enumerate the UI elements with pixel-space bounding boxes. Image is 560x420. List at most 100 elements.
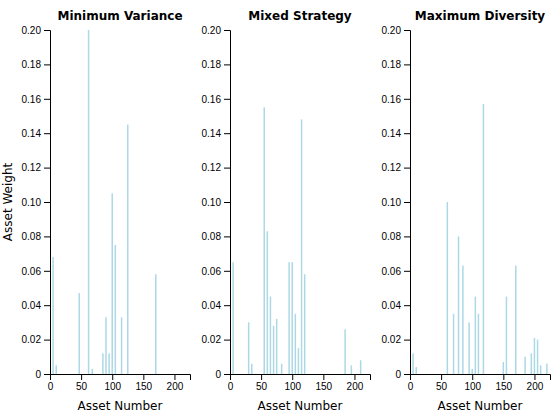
chart-root: 0 50 100 150 200 0 0.02 0.04 0.06 0.08 0.10 0.12 0.1… xyxy=(0,0,560,420)
tick-label: 0.12 xyxy=(382,162,402,173)
y-tick: 0.02 xyxy=(382,334,410,345)
bar xyxy=(537,340,539,374)
y-tick: 0.06 xyxy=(382,266,410,277)
tick-label: 200 xyxy=(527,381,544,392)
y-tick: 0.10 xyxy=(22,197,50,208)
tick-label: 0 xyxy=(35,369,41,380)
tick-label: 0 xyxy=(395,369,401,380)
bar xyxy=(475,297,477,374)
tick-label: 0.08 xyxy=(382,231,402,242)
tick-mark xyxy=(44,168,50,169)
x-tick: 50 xyxy=(76,374,88,392)
x-tick: 150 xyxy=(315,374,332,392)
tick-mark xyxy=(224,236,230,237)
tick-mark xyxy=(404,133,410,134)
tick-mark xyxy=(472,374,473,380)
tick-label: 0.14 xyxy=(22,128,42,139)
y-tick: 0.12 xyxy=(22,162,50,173)
tick-mark xyxy=(404,168,410,169)
tick-label: 50 xyxy=(436,381,448,392)
tick-label: 0.14 xyxy=(202,128,222,139)
y-tick: 0.08 xyxy=(202,231,230,242)
tick-label: 0.10 xyxy=(202,197,222,208)
y-tick: 0 xyxy=(215,369,230,380)
tick-label: 150 xyxy=(315,381,332,392)
bar xyxy=(88,30,90,374)
bar xyxy=(546,364,548,374)
panel: 05010015020000.020.040.060.080.100.120.1… xyxy=(382,9,551,413)
tick-label: 0.06 xyxy=(202,266,222,277)
bar xyxy=(506,297,508,374)
tick-label: 0.20 xyxy=(202,25,222,36)
axis-line xyxy=(51,375,191,381)
tick-mark xyxy=(44,64,50,65)
tick-label: 0.08 xyxy=(22,231,42,242)
bar xyxy=(291,262,293,374)
tick-mark xyxy=(404,340,410,341)
bar xyxy=(276,319,278,374)
bars xyxy=(232,107,361,374)
tick-mark xyxy=(143,374,144,380)
tick-label: 0.04 xyxy=(382,300,402,311)
tick-mark xyxy=(404,271,410,272)
bar xyxy=(298,348,300,374)
bar xyxy=(524,357,526,374)
tick-label: 0.08 xyxy=(202,231,222,242)
y-tick: 0.16 xyxy=(382,94,410,105)
bar xyxy=(415,367,417,374)
bar xyxy=(531,353,533,374)
tick-mark xyxy=(44,133,50,134)
tick-label: 50 xyxy=(76,381,88,392)
tick-mark xyxy=(224,271,230,272)
title: Mixed Strategy xyxy=(248,9,352,23)
x-axis: 050100150200 xyxy=(48,374,191,392)
tick-label: 0.18 xyxy=(22,59,42,70)
y-tick: 0.04 xyxy=(202,300,230,311)
tick-mark xyxy=(503,374,504,380)
axis-line xyxy=(411,375,551,381)
axis-line xyxy=(44,31,51,375)
y-tick: 0.06 xyxy=(22,266,50,277)
tick-label: 0.14 xyxy=(382,128,402,139)
y-tick: 0.14 xyxy=(22,128,50,139)
bar xyxy=(288,262,290,374)
y-tick: 0.18 xyxy=(202,59,230,70)
y-tick: 0.16 xyxy=(22,94,50,105)
tick-label: 200 xyxy=(167,381,184,392)
tick-label: 150 xyxy=(135,381,152,392)
tick-label: 0 xyxy=(228,381,234,392)
tick-mark xyxy=(44,30,50,31)
tick-mark xyxy=(224,99,230,100)
tick-mark xyxy=(224,305,230,306)
tick-mark xyxy=(292,374,293,380)
x-tick: 100 xyxy=(104,374,121,392)
tick-label: 100 xyxy=(104,381,121,392)
y-tick: 0.16 xyxy=(202,94,230,105)
x-tick: 150 xyxy=(495,374,512,392)
x-axis-title: Asset Number xyxy=(258,399,343,413)
x-tick: 100 xyxy=(284,374,301,392)
bar xyxy=(121,317,123,374)
tick-label: 100 xyxy=(464,381,481,392)
axis-line xyxy=(231,375,371,381)
y-tick: 0 xyxy=(395,369,410,380)
bar xyxy=(412,353,414,374)
bar xyxy=(360,360,362,374)
bar xyxy=(503,362,505,374)
bar xyxy=(78,293,80,374)
x-tick: 0 xyxy=(228,374,234,392)
y-tick: 0.04 xyxy=(22,300,50,311)
tick-mark xyxy=(441,374,442,380)
y-tick: 0.10 xyxy=(202,197,230,208)
bar xyxy=(127,125,128,374)
bar xyxy=(483,104,485,374)
bar xyxy=(304,274,306,374)
bar xyxy=(115,245,117,374)
bar xyxy=(55,365,57,374)
tick-label: 0.04 xyxy=(22,300,42,311)
y-tick: 0.20 xyxy=(202,25,230,36)
y-axis-title: Asset Weight xyxy=(1,162,15,241)
tick-mark xyxy=(224,202,230,203)
y-tick: 0.10 xyxy=(382,197,410,208)
tick-mark xyxy=(261,374,262,380)
